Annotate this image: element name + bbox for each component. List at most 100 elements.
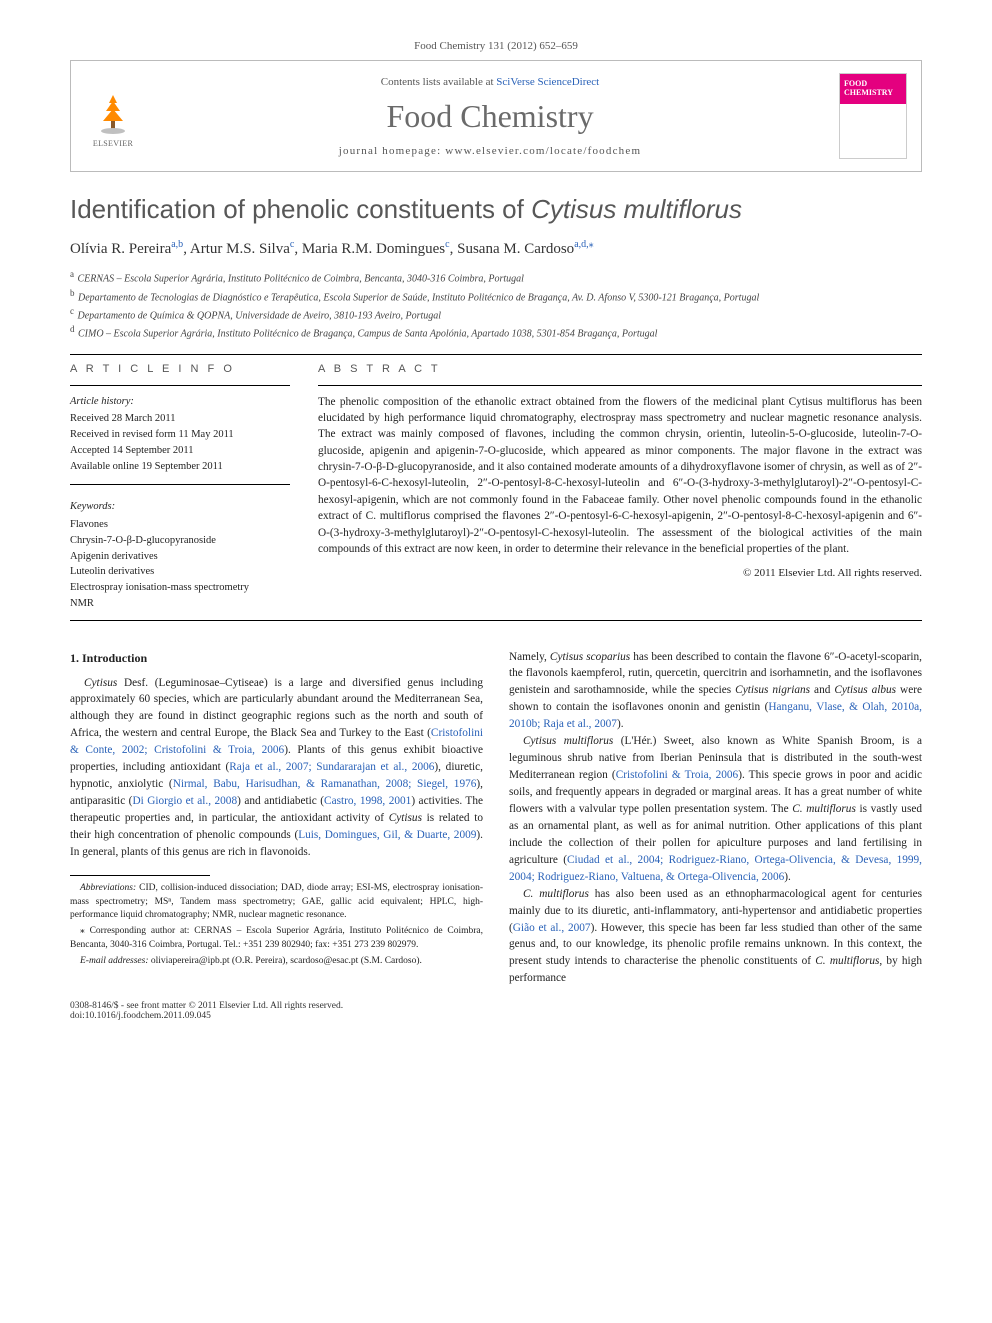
- abstract-col: A B S T R A C T The phenolic composition…: [318, 363, 922, 612]
- p1-ital-1: Cytisus: [84, 677, 117, 689]
- contents-prefix: Contents lists available at: [381, 76, 496, 88]
- c2p2-ital-1: Cytisus multiflorus: [523, 735, 613, 747]
- c2p2-t4: ).: [784, 871, 791, 883]
- fn-abbrev-head: Abbreviations:: [80, 883, 136, 893]
- aff-c-sup: c: [70, 306, 74, 316]
- c2p2-cite-1[interactable]: Cristofolini & Troia, 2006: [616, 769, 738, 781]
- scidirect-link[interactable]: SciVerse ScienceDirect: [496, 76, 599, 88]
- fn-email-text: oliviapereira@ipb.pt (O.R. Pereira), sca…: [149, 956, 422, 966]
- c2p1-ital-1: Cytisus scoparius: [550, 651, 630, 663]
- author-1: Olívia R. Pereira: [70, 241, 171, 257]
- abstract-copyright: © 2011 Elsevier Ltd. All rights reserved…: [318, 567, 922, 579]
- section-1-head: 1. Introduction: [70, 649, 483, 667]
- keyword-4: Electrospray ionisation-mass spectrometr…: [70, 580, 290, 596]
- author-1-aff: a,b: [171, 239, 183, 250]
- author-sep-3: , Susana M. Cardoso: [450, 241, 575, 257]
- p1-cite-5[interactable]: Castro, 1998, 2001: [324, 795, 411, 807]
- affiliations: a CERNAS – Escola Superior Agrária, Inst…: [70, 268, 922, 341]
- footnotes: Abbreviations: CID, collision-induced di…: [70, 882, 483, 969]
- header-center: Contents lists available at SciVerse Sci…: [153, 76, 827, 157]
- body-col-right: Namely, Cytisus scoparius has been descr…: [509, 649, 922, 988]
- article-history: Article history: Received 28 March 2011 …: [70, 394, 290, 475]
- c2p1-ital-2: Cytisus nigrians: [735, 684, 810, 696]
- contents-line: Contents lists available at SciVerse Sci…: [153, 76, 827, 88]
- history-head: Article history:: [70, 394, 290, 410]
- elsevier-logo: ELSEVIER: [85, 84, 141, 148]
- journal-header-box: ELSEVIER Contents lists available at Sci…: [70, 60, 922, 172]
- author-sep-1: , Artur M.S. Silva: [183, 241, 290, 257]
- history-accepted: Accepted 14 September 2011: [70, 443, 290, 459]
- abstract-text: The phenolic composition of the ethanoli…: [318, 394, 922, 558]
- homepage-url[interactable]: www.elsevier.com/locate/foodchem: [445, 145, 641, 157]
- article-info-col: A R T I C L E I N F O Article history: R…: [70, 363, 290, 612]
- title-part-b: Cytisus multiflorus: [531, 194, 742, 224]
- keyword-2: Apigenin derivatives: [70, 549, 290, 565]
- info-abstract-row: A R T I C L E I N F O Article history: R…: [70, 363, 922, 612]
- c2p1-t0: Namely,: [509, 651, 550, 663]
- history-online: Available online 19 September 2011: [70, 459, 290, 475]
- c2p3-cite-1[interactable]: Gião et al., 2007: [513, 922, 591, 934]
- footer-left: 0308-8146/$ - see front matter © 2011 El…: [70, 1001, 343, 1021]
- keywords-head: Keywords:: [70, 499, 290, 515]
- rule-bottom: [70, 620, 922, 621]
- p1-t5: ) and antidiabetic (: [237, 795, 324, 807]
- p1-cite-3[interactable]: Nirmal, Babu, Harisudhan, & Ramanathan, …: [173, 778, 477, 790]
- abstract-head: A B S T R A C T: [318, 363, 922, 375]
- affiliation-b: b Departamento de Tecnologias de Diagnós…: [70, 287, 922, 305]
- cover-title: FOOD CHEMISTRY: [840, 74, 906, 104]
- c2p2-ital-2: C. multiflorus: [792, 803, 856, 815]
- affiliation-d: d CIMO – Escola Superior Agrária, Instit…: [70, 323, 922, 341]
- p1-cite-4[interactable]: Di Giorgio et al., 2008: [132, 795, 237, 807]
- keywords-block: Keywords: Flavones Chrysin-7-O-β-D-gluco…: [70, 499, 290, 611]
- fn-corr: ⁎ Corresponding author at: CERNAS – Esco…: [70, 925, 483, 953]
- info-rule-2: [70, 484, 290, 485]
- p1-cite-6[interactable]: Luis, Domingues, Gil, & Duarte, 2009: [298, 829, 476, 841]
- affiliation-a: a CERNAS – Escola Superior Agrária, Inst…: [70, 268, 922, 286]
- aff-d-sup: d: [70, 324, 75, 334]
- p1-t1: Desf. (Leguminosae–Cytiseae) is a large …: [70, 677, 483, 740]
- footnote-rule: [70, 875, 210, 876]
- corresponding-star: ⁎: [589, 239, 594, 250]
- c2p1-ital-3: Cytisus albus: [834, 684, 896, 696]
- title-part-a: Identification of phenolic constituents …: [70, 194, 531, 224]
- col2-p1: Namely, Cytisus scoparius has been descr…: [509, 649, 922, 734]
- aff-a-sup: a: [70, 269, 74, 279]
- p1-cite-2[interactable]: Raja et al., 2007; Sundararajan et al., …: [229, 761, 434, 773]
- author-sep-2: , Maria R.M. Domingues: [294, 241, 445, 257]
- aff-c-text: Departamento de Química & QOPNA, Univers…: [78, 310, 442, 321]
- body-col-left: 1. Introduction Cytisus Desf. (Leguminos…: [70, 649, 483, 988]
- fn-email-head: E-mail addresses:: [80, 956, 149, 966]
- col2-p3: C. multiflorus has also been used as an …: [509, 886, 922, 988]
- top-citation: Food Chemistry 131 (2012) 652–659: [70, 40, 922, 52]
- author-4-aff: a,d,: [574, 239, 588, 250]
- c2p1-t2: and: [810, 684, 834, 696]
- col2-p2: Cytisus multiflorus (L'Hér.) Sweet, also…: [509, 733, 922, 885]
- aff-b-sup: b: [70, 288, 75, 298]
- elsevier-tree-icon: [89, 89, 137, 137]
- elsevier-label: ELSEVIER: [93, 139, 133, 148]
- c2p3-ital-2: C. multiflorus: [815, 955, 879, 967]
- fn-email: E-mail addresses: oliviapereira@ipb.pt (…: [70, 955, 483, 969]
- rule-top: [70, 354, 922, 355]
- journal-cover-thumb: FOOD CHEMISTRY: [839, 73, 907, 159]
- keyword-0: Flavones: [70, 517, 290, 533]
- history-received: Received 28 March 2011: [70, 411, 290, 427]
- info-rule: [70, 385, 290, 386]
- keyword-3: Luteolin derivatives: [70, 564, 290, 580]
- page-footer: 0308-8146/$ - see front matter © 2011 El…: [70, 1001, 922, 1021]
- homepage-line: journal homepage: www.elsevier.com/locat…: [153, 145, 827, 157]
- c2p3-ital-1: C. multiflorus: [523, 888, 589, 900]
- intro-p1: Cytisus Desf. (Leguminosae–Cytiseae) is …: [70, 675, 483, 861]
- homepage-prefix: journal homepage:: [339, 145, 446, 157]
- abstract-rule: [318, 385, 922, 386]
- cover-body: [840, 104, 906, 158]
- fn-corr-head: ⁎ Corresponding author at:: [80, 926, 189, 936]
- aff-d-text: CIMO – Escola Superior Agrária, Institut…: [78, 329, 657, 340]
- article-title: Identification of phenolic constituents …: [70, 194, 922, 225]
- p1-ital-2: Cytisus: [389, 812, 422, 824]
- keyword-5: NMR: [70, 596, 290, 612]
- footer-doi: doi:10.1016/j.foodchem.2011.09.045: [70, 1011, 343, 1021]
- history-revised: Received in revised form 11 May 2011: [70, 427, 290, 443]
- authors-line: Olívia R. Pereiraa,b, Artur M.S. Silvac,…: [70, 239, 922, 258]
- c2p2-cite-2[interactable]: Ciudad et al., 2004; Rodriguez-Riano, Or…: [509, 854, 922, 883]
